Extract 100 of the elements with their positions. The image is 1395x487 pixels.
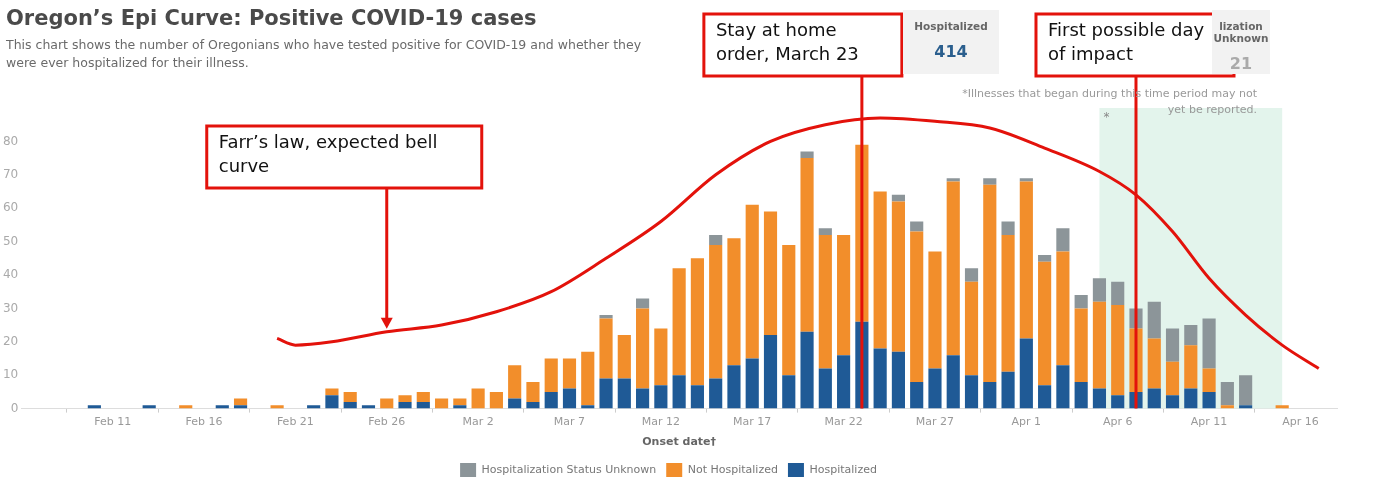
count-table: lization Unknown 21 [1212, 10, 1270, 74]
bar [928, 251, 942, 369]
bar [654, 328, 668, 386]
x-tick-label: Apr 11 [1190, 415, 1228, 429]
bar [782, 375, 796, 409]
bar [763, 211, 778, 336]
bar [1092, 278, 1107, 302]
bar [983, 381, 997, 409]
bar [672, 268, 686, 376]
bar [1147, 338, 1161, 389]
x-tick-label: Mar 17 [733, 415, 772, 429]
bar [983, 184, 997, 382]
x-tick-label: Mar 2 [462, 415, 494, 429]
bar [544, 391, 558, 409]
bar [800, 331, 814, 409]
bar [1147, 388, 1161, 409]
chart-title: Oregon’s Epi Curve: Positive COVID-19 cases [6, 6, 537, 30]
bar [1184, 345, 1198, 389]
bar [964, 281, 979, 376]
bar [745, 358, 759, 409]
x-axis-title: Onset date† [642, 435, 717, 449]
x-tick-label: Feb 16 [185, 415, 223, 429]
bar [873, 348, 887, 409]
bar [1019, 181, 1033, 339]
bar [1074, 308, 1088, 382]
bar [1056, 365, 1070, 409]
bar [1092, 301, 1107, 389]
bar [800, 151, 814, 159]
bar [891, 351, 905, 409]
bar [526, 401, 540, 409]
bar [745, 204, 759, 359]
bar [1111, 395, 1125, 409]
y-tick-label: 80 [2, 133, 19, 148]
bar [1001, 234, 1015, 372]
bar [325, 395, 339, 409]
bar [946, 355, 960, 409]
bar [873, 191, 887, 349]
bar [709, 378, 723, 409]
bar [416, 391, 430, 402]
bar [727, 238, 741, 366]
y-tick-label: 30 [2, 300, 19, 315]
band-label: * [1103, 110, 1110, 125]
x-tick-label: Apr 6 [1102, 415, 1133, 429]
bar [636, 298, 650, 309]
bar [800, 158, 814, 332]
bar [928, 368, 942, 409]
x-tick-label: Feb 11 [94, 415, 132, 429]
bar [562, 358, 577, 389]
bar [709, 244, 723, 379]
bar [471, 388, 485, 409]
bar [1038, 385, 1052, 409]
x-tick-label: Mar 22 [824, 415, 863, 429]
legend-label: Hospitalization Status Unknown [481, 462, 657, 476]
bar [1001, 371, 1015, 409]
bar [690, 385, 704, 409]
bar [1202, 391, 1216, 409]
ref-line-label: Stay at home order, March 23 [715, 18, 859, 64]
bar [636, 388, 650, 409]
bar [617, 378, 631, 409]
legend-label: Not Hospitalized [687, 462, 778, 476]
chart-subtitle: This chart shows the number of Oregonians who have tested positive for COVID-19 and whether they were ever hospitalized for their illness. [6, 36, 643, 72]
bar [654, 385, 668, 409]
x-tick-label: Mar 27 [915, 415, 955, 429]
bar [964, 375, 979, 409]
bar [818, 368, 832, 409]
bar [1111, 305, 1125, 396]
bar [818, 234, 832, 369]
bar [1038, 254, 1052, 262]
bar [891, 201, 905, 352]
bar [1056, 251, 1070, 366]
bar [1038, 261, 1052, 386]
y-tick-label: 0 [10, 400, 19, 415]
y-tick-label: 20 [2, 333, 19, 348]
bar [891, 194, 905, 202]
bar [709, 234, 723, 245]
bar [398, 395, 412, 402]
bar [763, 335, 778, 409]
bar [599, 378, 613, 409]
annotation: Farr’s law, expected bell curve [218, 130, 438, 176]
x-tick-label: Mar 12 [641, 415, 680, 429]
bar [1165, 395, 1180, 409]
bar [1220, 381, 1234, 406]
bar [1074, 295, 1088, 309]
bar [910, 221, 924, 232]
count-table: Hospitalized 414 [903, 10, 999, 74]
bar [1019, 338, 1033, 409]
bar [636, 308, 650, 389]
ref-line-label: First possible day of impact [1047, 18, 1205, 64]
bar [818, 228, 832, 235]
bar [398, 401, 412, 409]
x-tick-label: Apr 16 [1282, 415, 1319, 429]
bar [690, 258, 704, 386]
bar [617, 335, 631, 379]
bar [672, 375, 686, 409]
bar [727, 365, 741, 409]
bar [1147, 301, 1161, 339]
bar [1202, 318, 1216, 369]
bar [910, 231, 924, 382]
y-tick-label: 40 [2, 267, 19, 282]
bar [526, 381, 540, 402]
